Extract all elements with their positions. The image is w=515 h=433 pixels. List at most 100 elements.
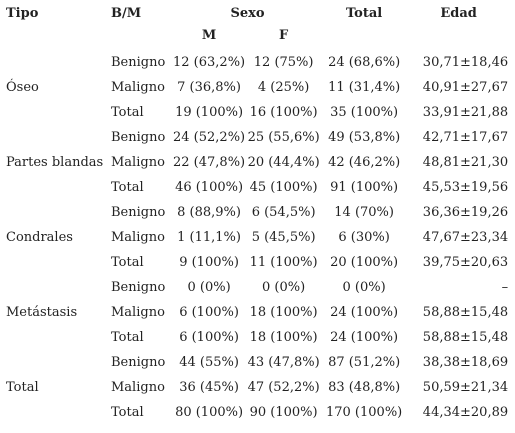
cell-f: 0 (0%) [262, 280, 306, 295]
cell-total: 87 (51,2%) [328, 355, 401, 370]
header-total: Total [346, 6, 383, 21]
table-row: Total 9 (100%) 11 (100%) 20 (100%) 39,75±20,… [4, 250, 511, 275]
data-table: Tipo B/M Sexo Total Edad M F Benigno 12 (… [4, 6, 511, 425]
header-bm: B/M [111, 6, 142, 21]
cell-f: 25 (55,6%) [247, 130, 320, 145]
cell-m: 22 (47,8%) [173, 155, 246, 170]
cell-m: 80 (100%) [175, 405, 244, 420]
cell-edad: 58,88±15,48 [422, 305, 509, 320]
cell-tipo: Total [6, 380, 39, 395]
cell-total: 0 (0%) [342, 280, 386, 295]
cell-edad: 47,67±23,34 [422, 230, 509, 245]
cell-bm: Total [111, 180, 144, 195]
cell-m: 36 (45%) [179, 380, 239, 395]
cell-total: 83 (48,8%) [328, 380, 401, 395]
table-row: Benigno 44 (55%) 43 (47,8%) 87 (51,2%) 38,38… [4, 350, 511, 375]
cell-bm: Benigno [111, 355, 166, 370]
cell-total: 11 (31,4%) [328, 80, 401, 95]
cell-edad: 50,59±21,34 [422, 380, 509, 395]
cell-m: 6 (100%) [179, 330, 239, 345]
cell-tipo [4, 125, 111, 150]
cell-tipo: Óseo [6, 80, 39, 95]
table-row: Total 6 (100%) 18 (100%) 24 (100%) 58,88±15,… [4, 325, 511, 350]
cell-m: 8 (88,9%) [177, 205, 241, 220]
table-row: Benigno 8 (88,9%) 6 (54,5%) 14 (70%) 36,36±1… [4, 200, 511, 225]
cell-tipo [4, 50, 111, 75]
cell-total: 20 (100%) [330, 255, 399, 270]
table-row: Total Maligno 36 (45%) 47 (52,2%) 83 (48,8%)… [4, 375, 511, 400]
cell-edad: – [501, 280, 509, 295]
cell-total: 14 (70%) [334, 205, 394, 220]
cell-bm: Maligno [111, 305, 165, 320]
cell-tipo: Condrales [6, 230, 73, 245]
header-edad: Edad [440, 6, 477, 21]
header-tipo: Tipo [6, 6, 39, 21]
cell-bm: Total [111, 105, 144, 120]
cell-bm: Maligno [111, 230, 165, 245]
cell-edad: 40,91±27,67 [422, 80, 509, 95]
cell-bm: Total [111, 255, 144, 270]
cell-tipo: Metástasis [6, 305, 78, 320]
cell-bm: Maligno [111, 80, 165, 95]
cell-edad: 36,36±19,26 [422, 205, 509, 220]
cell-bm: Total [111, 405, 144, 420]
cell-bm: Maligno [111, 380, 165, 395]
cell-total: 24 (100%) [330, 330, 399, 345]
cell-f: 4 (25%) [257, 80, 310, 95]
cell-tipo [4, 100, 111, 125]
header-sexo: Sexo [230, 6, 265, 21]
cell-f: 43 (47,8%) [247, 355, 320, 370]
table-row: Total 46 (100%) 45 (100%) 91 (100%) 45,53±19… [4, 175, 511, 200]
table-header: Tipo B/M Sexo Total Edad M F [4, 6, 511, 50]
cell-m: 19 (100%) [175, 105, 244, 120]
table-row: Metástasis Maligno 6 (100%) 18 (100%) 24 (10… [4, 300, 511, 325]
cell-f: 47 (52,2%) [247, 380, 320, 395]
cell-edad: 42,71±17,67 [422, 130, 509, 145]
cell-tipo [4, 250, 111, 275]
table-row: Condrales Maligno 1 (11,1%) 5 (45,5%) 6 (30%… [4, 225, 511, 250]
cell-edad: 39,75±20,63 [422, 255, 509, 270]
cell-m: 24 (52,2%) [173, 130, 246, 145]
cell-edad: 30,71±18,46 [422, 55, 509, 70]
cell-f: 16 (100%) [249, 105, 318, 120]
table-row: Benigno 0 (0%) 0 (0%) 0 (0%) – [4, 275, 511, 300]
cell-edad: 44,34±20,89 [422, 405, 509, 420]
cell-f: 20 (44,4%) [247, 155, 320, 170]
cell-m: 12 (63,2%) [173, 55, 246, 70]
cell-bm: Total [111, 330, 144, 345]
header-f: F [279, 28, 289, 43]
cell-f: 6 (54,5%) [251, 205, 316, 220]
cell-m: 44 (55%) [179, 355, 239, 370]
cell-bm: Maligno [111, 155, 165, 170]
cell-tipo [4, 175, 111, 200]
table-row: Total 19 (100%) 16 (100%) 35 (100%) 33,91±21… [4, 100, 511, 125]
cell-bm: Benigno [111, 130, 166, 145]
cell-edad: 58,88±15,48 [422, 330, 509, 345]
table-body: Benigno 12 (63,2%) 12 (75%) 24 (68,6%) 30,71… [4, 50, 511, 425]
header-m: M [201, 28, 217, 43]
cell-tipo [4, 325, 111, 350]
cell-bm: Benigno [111, 205, 166, 220]
cell-tipo [4, 200, 111, 225]
cell-edad: 33,91±21,88 [422, 105, 509, 120]
cell-edad: 38,38±18,69 [422, 355, 509, 370]
cell-f: 11 (100%) [249, 255, 318, 270]
cell-f: 5 (45,5%) [251, 230, 316, 245]
cell-m: 0 (0%) [187, 280, 231, 295]
table-row: Benigno 12 (63,2%) 12 (75%) 24 (68,6%) 30,71… [4, 50, 511, 75]
cell-tipo: Partes blandas [6, 155, 104, 170]
table-row: Benigno 24 (52,2%) 25 (55,6%) 49 (53,8%) 42,… [4, 125, 511, 150]
table-row: Total 80 (100%) 90 (100%) 170 (100%) 44,34±2… [4, 400, 511, 425]
cell-f: 45 (100%) [249, 180, 318, 195]
cell-total: 35 (100%) [330, 105, 399, 120]
table-row: Óseo Maligno 7 (36,8%) 4 (25%) 11 (31,4%) 40,… [4, 75, 511, 100]
cell-m: 6 (100%) [179, 305, 239, 320]
table-row: Partes blandas Maligno 22 (47,8%) 20 (44,4%… [4, 150, 511, 175]
cell-m: 46 (100%) [175, 180, 244, 195]
cell-total: 24 (100%) [330, 305, 399, 320]
cell-tipo [4, 400, 111, 425]
cell-total: 91 (100%) [330, 180, 399, 195]
cell-tipo [4, 350, 111, 375]
cell-total: 24 (68,6%) [328, 55, 401, 70]
